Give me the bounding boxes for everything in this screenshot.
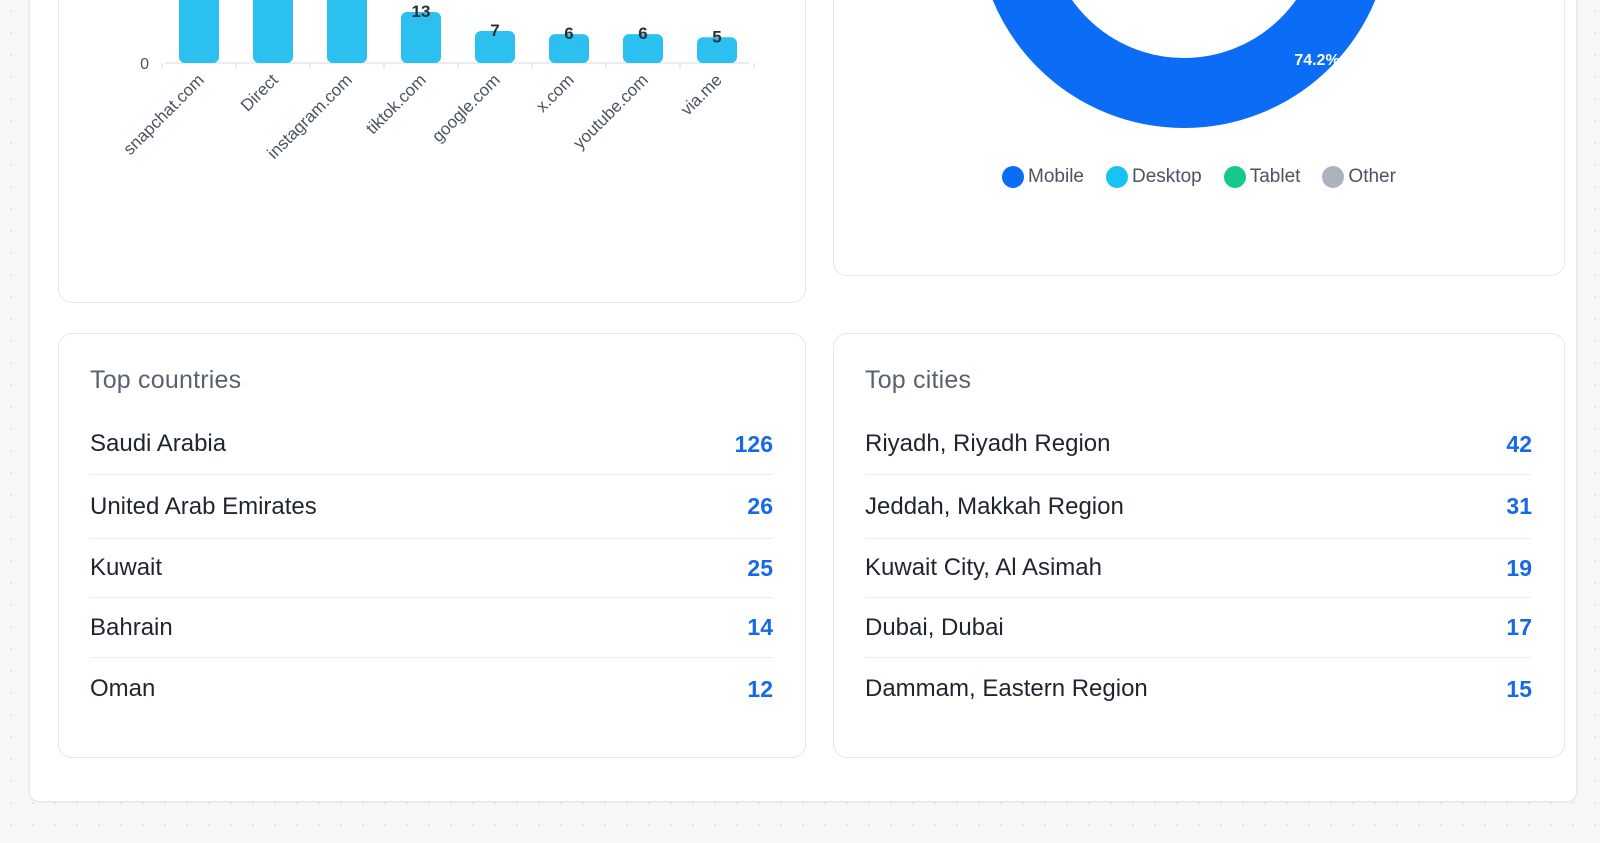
row-value: 31	[1506, 493, 1532, 519]
bar	[697, 37, 737, 63]
list-item[interactable]: Jeddah, Makkah Region 31	[865, 475, 1532, 539]
bar	[549, 34, 589, 63]
legend-item-mobile[interactable]: Mobile	[1002, 166, 1084, 188]
legend-dot-other	[1322, 166, 1345, 188]
legend-item-other[interactable]: Other	[1322, 166, 1396, 188]
list-item[interactable]: United Arab Emirates 26	[90, 475, 773, 539]
row-value: 15	[1506, 675, 1532, 702]
row-label: Saudi Arabia	[90, 430, 227, 457]
bar	[623, 34, 663, 63]
referrers-card: 0 snapchat.com Direct instagram.com 13 tiktok…	[58, 0, 806, 303]
donut-slice-label: 74.2%	[1294, 52, 1339, 69]
donut-slice-mobile	[992, 0, 1376, 128]
legend-dot-desktop	[1106, 166, 1129, 188]
row-value: 17	[1506, 614, 1532, 640]
devices-legend: Mobile Desktop Tablet Other	[834, 166, 1564, 188]
legend-item-desktop[interactable]: Desktop	[1106, 166, 1202, 188]
row-value: 42	[1506, 430, 1532, 457]
x-tick-label: via.me	[677, 70, 726, 119]
x-tick-label: snapchat.com	[120, 70, 208, 158]
list-item[interactable]: Dammam, Eastern Region 15	[865, 658, 1532, 720]
list-item[interactable]: Riyadh, Riyadh Region 42	[865, 414, 1532, 475]
top-countries-card: Top countries Saudi Arabia 126 United Ar…	[58, 333, 806, 758]
row-value: 14	[747, 614, 773, 640]
list-item[interactable]: Oman 12	[90, 658, 773, 720]
y-tick-label: 0	[140, 56, 149, 73]
list-item[interactable]: Kuwait City, Al Asimah 19	[865, 539, 1532, 598]
row-value: 126	[734, 430, 773, 457]
bar	[179, 0, 219, 63]
bar	[327, 0, 367, 63]
row-value: 25	[747, 554, 773, 581]
bar	[401, 12, 441, 63]
legend-label-mobile: Mobile	[1028, 166, 1085, 187]
x-tick-label: youtube.com	[570, 70, 652, 152]
card-title: Top countries	[90, 366, 242, 394]
row-label: Kuwait City, Al Asimah	[865, 554, 1102, 581]
legend-item-tablet[interactable]: Tablet	[1223, 166, 1301, 188]
data-label: 7	[490, 21, 499, 40]
row-label: Jeddah, Makkah Region	[865, 492, 1124, 520]
devices-card: 74.2% Mobile Desktop Tablet Other	[833, 0, 1565, 276]
row-value: 19	[1506, 554, 1532, 581]
top-cities-card: Top cities Riyadh, Riyadh Region 42 Jedd…	[833, 333, 1565, 758]
devices-donut-chart: 74.2%	[992, 0, 1376, 128]
card-title: Top cities	[865, 366, 972, 394]
list-item[interactable]: Dubai, Dubai 17	[865, 598, 1532, 658]
legend-dot-tablet	[1223, 166, 1246, 188]
data-label: 5	[712, 27, 721, 46]
row-label: Dammam, Eastern Region	[865, 675, 1148, 702]
x-tick-label: tiktok.com	[362, 70, 430, 138]
x-tick-label: Direct	[237, 70, 282, 115]
legend-label-tablet: Tablet	[1249, 166, 1301, 187]
data-label: 13	[412, 2, 431, 21]
row-value: 26	[747, 493, 773, 519]
data-label: 6	[638, 24, 647, 43]
legend-label-desktop: Desktop	[1132, 166, 1202, 187]
data-label: 6	[564, 24, 573, 43]
row-label: United Arab Emirates	[90, 492, 317, 520]
row-label: Dubai, Dubai	[865, 613, 1004, 641]
row-value: 12	[747, 675, 773, 702]
legend-label-other: Other	[1348, 166, 1396, 187]
x-tick-label: google.com	[428, 70, 504, 146]
countries-list: Saudi Arabia 126 United Arab Emirates 26…	[90, 414, 773, 720]
bar	[475, 30, 515, 63]
list-item[interactable]: Kuwait 25	[90, 539, 773, 598]
bar	[253, 0, 293, 63]
row-label: Bahrain	[90, 613, 173, 641]
legend-dot-mobile	[1002, 166, 1025, 188]
row-label: Riyadh, Riyadh Region	[865, 430, 1111, 457]
row-label: Kuwait	[90, 554, 163, 581]
cities-list: Riyadh, Riyadh Region 42 Jeddah, Makkah …	[865, 414, 1532, 720]
list-item[interactable]: Saudi Arabia 126	[90, 414, 773, 475]
list-item[interactable]: Bahrain 14	[90, 598, 773, 658]
row-label: Oman	[90, 675, 156, 702]
x-tick-label: x.com	[532, 70, 577, 115]
